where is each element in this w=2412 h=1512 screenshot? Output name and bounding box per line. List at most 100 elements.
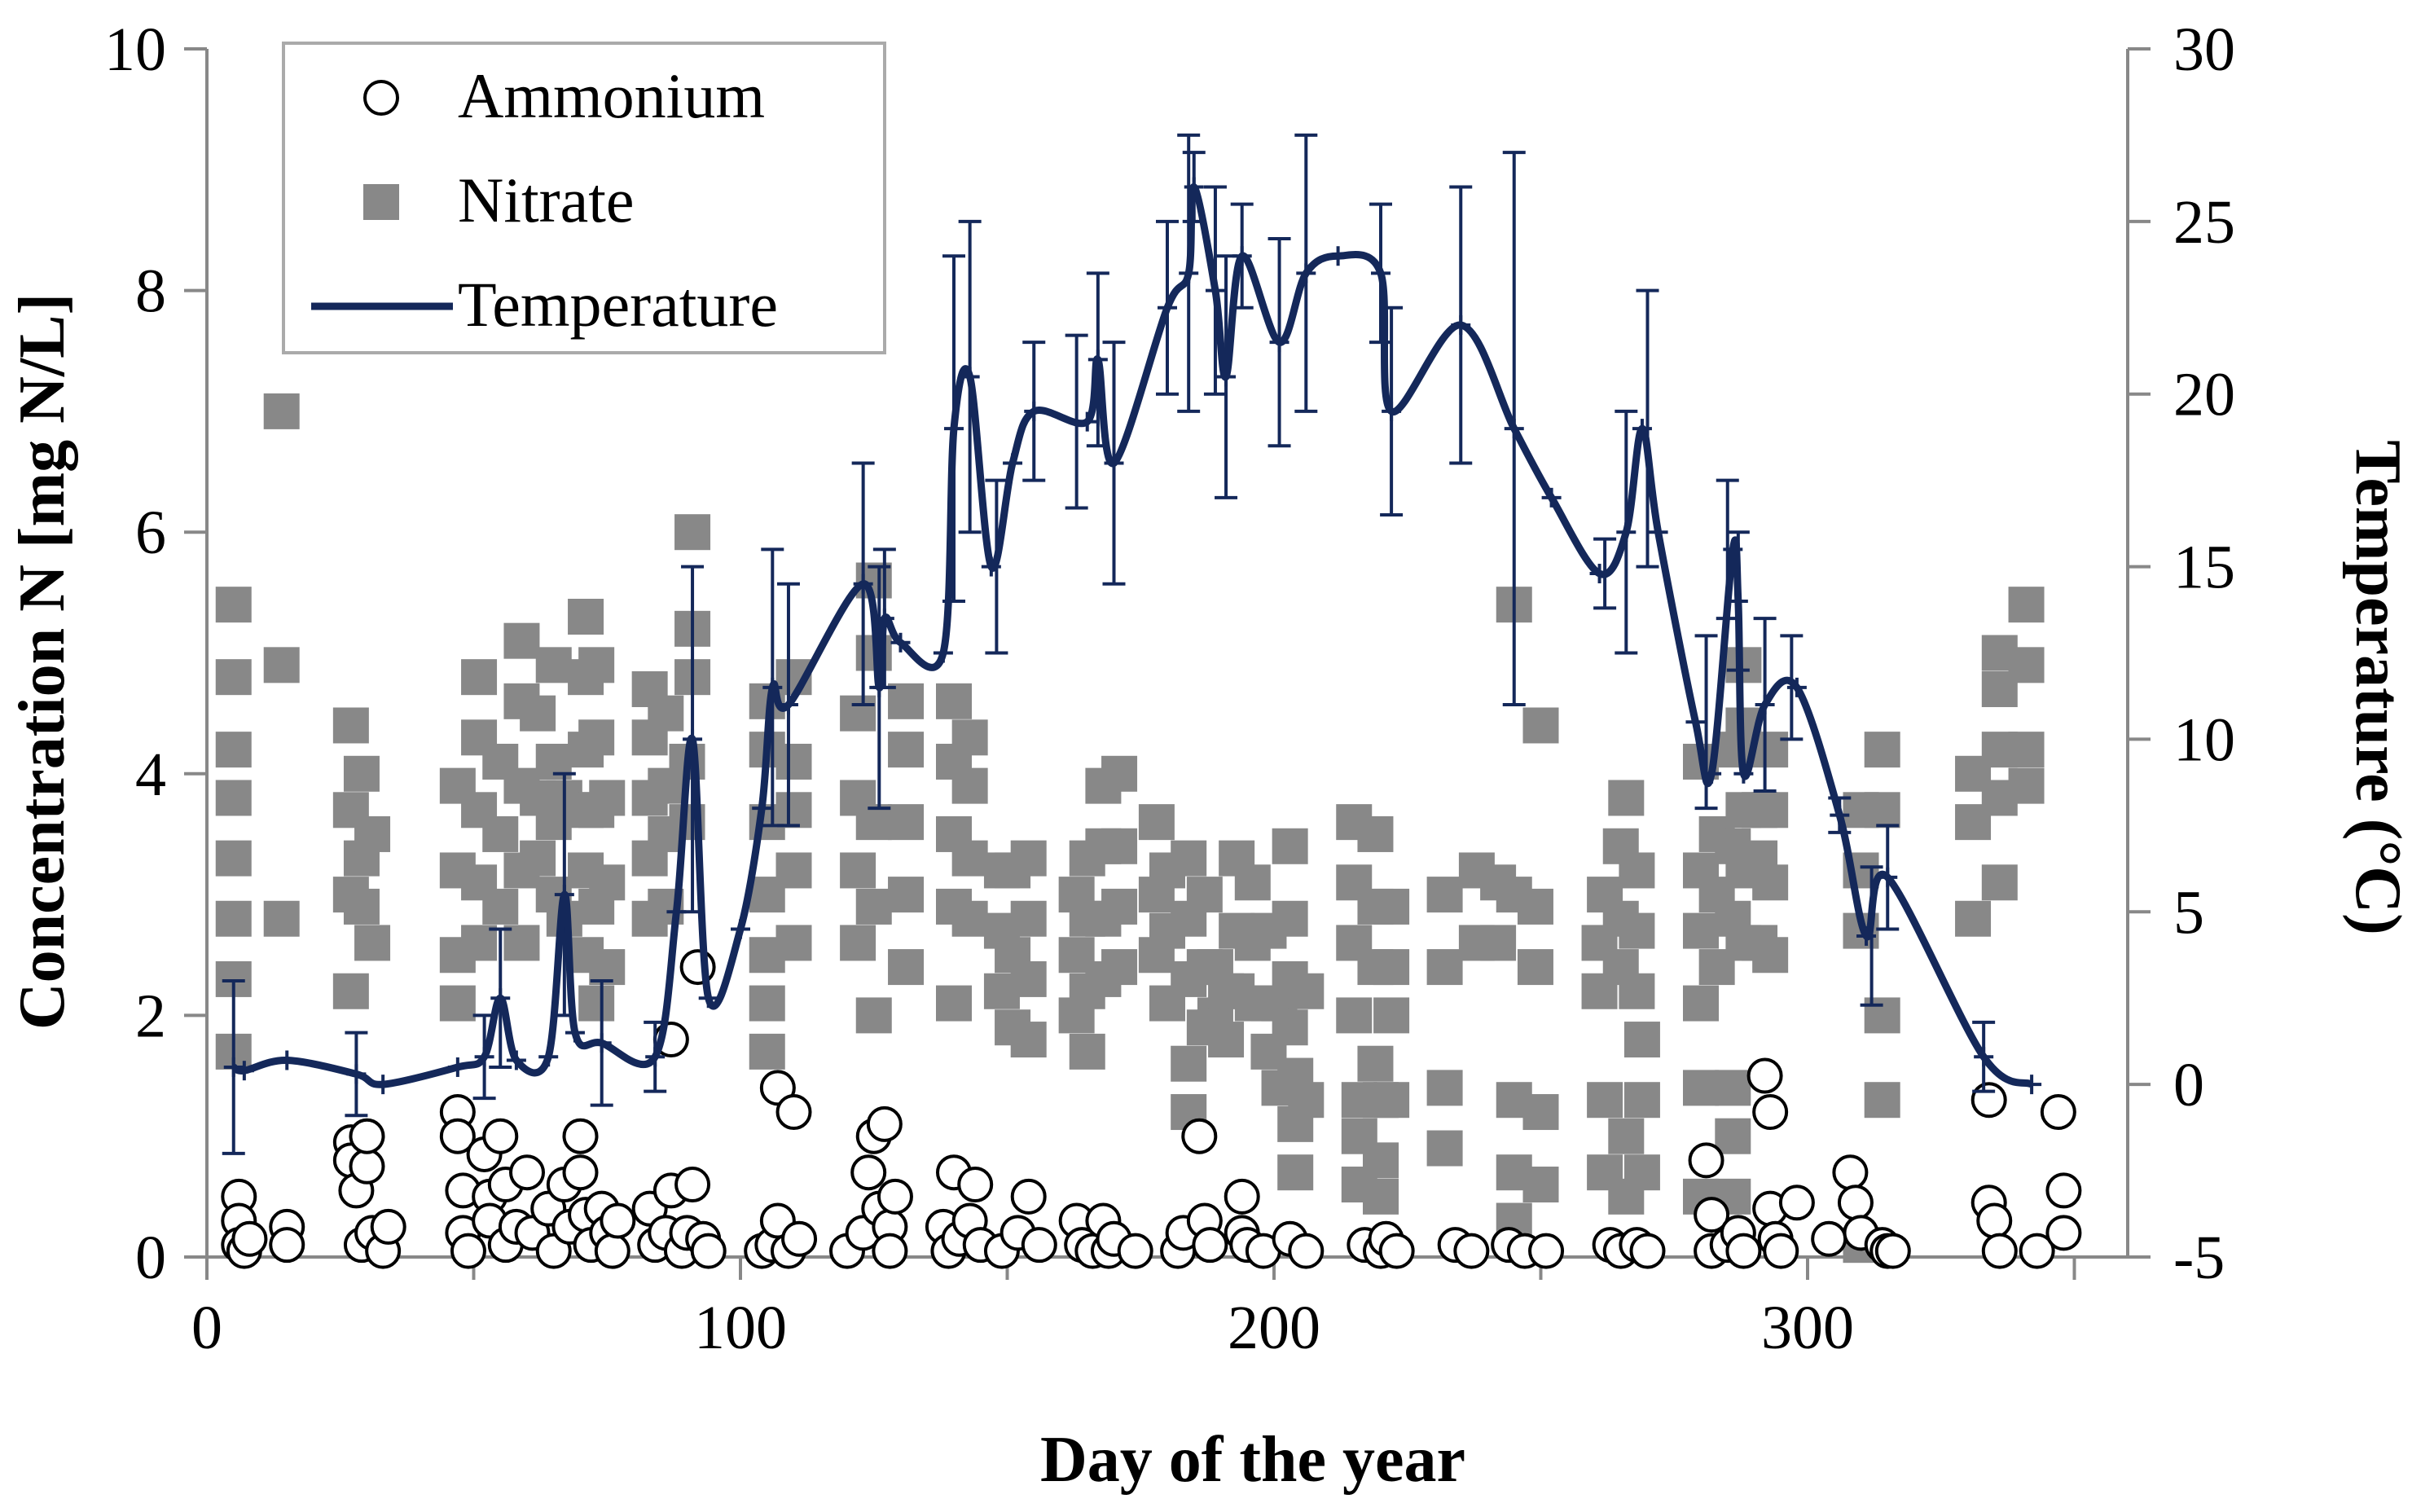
ammonium-point	[600, 1202, 636, 1239]
nitrate-point	[1373, 997, 1410, 1034]
nitrate-point	[1171, 1045, 1207, 1082]
nitrate-point	[332, 707, 369, 744]
nitrate-point	[589, 780, 626, 816]
nitrate-point	[1186, 877, 1223, 913]
nitrate-point	[1101, 828, 1138, 864]
nitrate-point	[1752, 937, 1789, 974]
y2-tick-label: 0	[2173, 1051, 2204, 1119]
ammonium-point	[2040, 1094, 2076, 1131]
nitrate-point	[1608, 1118, 1645, 1154]
ammonium-point	[1694, 1197, 1730, 1233]
y-tick-label: 8	[135, 257, 166, 326]
y-axis-title: Concentration N [mg N/L]	[7, 293, 78, 1030]
ammonium-point	[1021, 1227, 1057, 1264]
ammonium-point	[1528, 1233, 1565, 1269]
legend-nitrate-marker	[363, 184, 399, 220]
ammonium-point	[1778, 1185, 1815, 1221]
ammonium-point	[1453, 1233, 1490, 1269]
nitrate-point	[535, 647, 572, 683]
nitrate-point	[2008, 732, 2045, 768]
nitrate-point	[1715, 1118, 1751, 1154]
nitrate-point	[855, 997, 892, 1034]
ammonium-point	[231, 1220, 268, 1257]
legend-ammonium-label: Ammonium	[458, 60, 765, 131]
y2-tick-label: 15	[2173, 534, 2235, 602]
nitrate-point	[1522, 707, 1559, 744]
ammonium-point	[1837, 1185, 1874, 1221]
ammonium-point	[1970, 1082, 2007, 1119]
ammonium-point	[439, 1118, 476, 1154]
ammonium-point	[1832, 1154, 1869, 1191]
nitrate-point	[1619, 912, 1655, 949]
ammonium-point	[1117, 1233, 1153, 1269]
y2-tick-label: 10	[2173, 705, 2235, 774]
nitrate-point	[215, 659, 252, 696]
ammonium-point	[509, 1154, 545, 1191]
nitrate-point	[855, 804, 892, 841]
x-tick-label: 200	[1228, 1294, 1320, 1362]
nitrate-point	[1426, 949, 1463, 986]
nitrate-point	[888, 804, 925, 841]
nitrate-point	[520, 695, 556, 732]
ammonium-point	[1629, 1233, 1666, 1269]
nitrate-point	[1010, 840, 1047, 877]
nitrate-point	[1517, 949, 1553, 986]
ammonium-point	[269, 1227, 305, 1264]
ammonium-point	[562, 1154, 599, 1191]
nitrate-point	[215, 840, 252, 877]
nitrate-point	[215, 780, 252, 816]
ammonium-point	[1725, 1233, 1762, 1269]
nitrate-point	[951, 767, 988, 804]
nitrate-point	[1955, 900, 1992, 937]
ammonium-point	[1746, 1057, 1783, 1094]
nitrate-point	[749, 985, 785, 1022]
nitrate-point	[482, 888, 519, 925]
ammonium-point	[1378, 1233, 1415, 1269]
nitrate-point	[1864, 1082, 1900, 1119]
y-tick-label: 4	[135, 741, 166, 809]
ammonium-point	[866, 1105, 903, 1142]
nitrate-point	[1623, 1022, 1660, 1058]
nitrate-point	[2008, 587, 2045, 623]
ammonium-point	[1874, 1233, 1911, 1269]
legend-ammonium-marker	[363, 80, 399, 116]
x-tick-label: 100	[694, 1294, 787, 1362]
nitrate-point	[1752, 864, 1789, 901]
nitrate-point	[343, 888, 380, 925]
legend-nitrate-label: Nitrate	[458, 165, 635, 235]
ammonium-point	[674, 1167, 711, 1203]
nitrate-point	[951, 840, 988, 877]
nitrate-point	[2008, 647, 2045, 683]
ammonium-point	[482, 1118, 519, 1154]
nitrate-point	[749, 1033, 785, 1070]
nitrate-point	[1517, 888, 1553, 925]
nitrate-point	[589, 864, 626, 901]
nitrate-point	[568, 599, 604, 635]
ammonium-point	[775, 1094, 812, 1131]
nitrate-point	[1623, 1082, 1660, 1119]
nitrate-point	[482, 815, 519, 852]
nitrate-point	[888, 949, 925, 986]
x-tick-label: 300	[1761, 1294, 1854, 1362]
nitrate-point	[936, 683, 972, 719]
nitrate-point	[578, 985, 615, 1022]
nitrate-point	[1010, 900, 1047, 937]
nitrate-point	[1426, 877, 1463, 913]
ammonium-point	[349, 1118, 385, 1154]
nitrate-point	[936, 985, 972, 1022]
nitrate-point	[1864, 997, 1900, 1034]
nitrate-point	[1363, 1178, 1399, 1215]
nitrate-point	[775, 792, 812, 829]
ammonium-point	[2019, 1233, 2055, 1269]
nitrate-point	[1234, 864, 1271, 901]
ammonium-point	[876, 1178, 913, 1215]
nitrate-point	[1752, 792, 1789, 829]
nitrate-point	[1522, 1094, 1559, 1131]
nitrate-point	[1101, 888, 1138, 925]
nitrate-point	[1619, 852, 1655, 889]
legend: Ammonium Nitrate Temperature	[282, 42, 886, 354]
y-tick-label: 0	[135, 1224, 166, 1292]
ammonium-point	[1981, 1233, 2018, 1269]
